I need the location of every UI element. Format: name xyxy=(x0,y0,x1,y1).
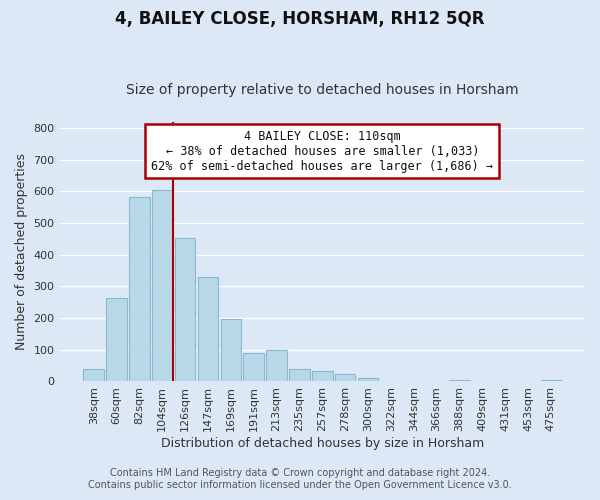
Text: 4 BAILEY CLOSE: 110sqm
← 38% of detached houses are smaller (1,033)
62% of semi-: 4 BAILEY CLOSE: 110sqm ← 38% of detached… xyxy=(151,130,493,172)
Bar xyxy=(83,370,104,382)
Bar xyxy=(266,350,287,382)
Bar xyxy=(129,198,150,382)
Bar xyxy=(358,378,378,382)
Bar xyxy=(312,372,332,382)
Bar xyxy=(221,319,241,382)
Bar xyxy=(335,374,355,382)
X-axis label: Distribution of detached houses by size in Horsham: Distribution of detached houses by size … xyxy=(161,437,484,450)
Bar xyxy=(175,238,196,382)
Bar xyxy=(289,370,310,382)
Title: Size of property relative to detached houses in Horsham: Size of property relative to detached ho… xyxy=(126,83,518,97)
Bar xyxy=(541,380,561,382)
Bar xyxy=(152,190,173,382)
Text: Contains HM Land Registry data © Crown copyright and database right 2024.
Contai: Contains HM Land Registry data © Crown c… xyxy=(88,468,512,490)
Bar xyxy=(244,352,264,382)
Bar xyxy=(106,298,127,382)
Bar xyxy=(198,277,218,382)
Text: 4, BAILEY CLOSE, HORSHAM, RH12 5QR: 4, BAILEY CLOSE, HORSHAM, RH12 5QR xyxy=(115,10,485,28)
Y-axis label: Number of detached properties: Number of detached properties xyxy=(15,153,28,350)
Bar xyxy=(449,380,470,382)
